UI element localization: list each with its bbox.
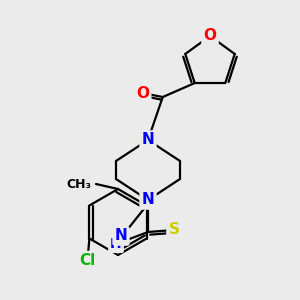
Text: O: O [203, 28, 217, 44]
Text: Cl: Cl [79, 253, 95, 268]
Text: S: S [169, 223, 179, 238]
Text: H: H [110, 237, 122, 251]
Text: N: N [142, 193, 154, 208]
Text: O: O [136, 85, 149, 100]
Text: N: N [142, 133, 154, 148]
Text: N: N [115, 229, 128, 244]
Text: CH₃: CH₃ [66, 178, 91, 190]
